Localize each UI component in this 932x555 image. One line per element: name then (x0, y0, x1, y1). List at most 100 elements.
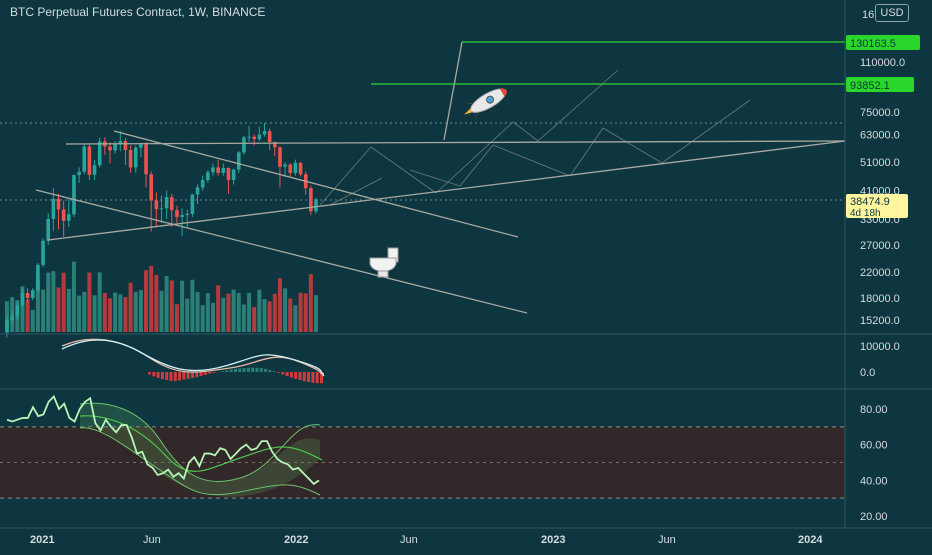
candle-body (185, 213, 190, 216)
candle-body (247, 136, 251, 138)
time-axis[interactable]: 2021 Jun 2022 Jun 2023 Jun 2024 (30, 534, 823, 546)
candle-body (252, 136, 256, 140)
time-tick-label: 2024 (798, 534, 823, 546)
volume-bar (41, 289, 46, 332)
candle-body (20, 292, 25, 306)
candle-body (283, 164, 287, 167)
volume-bar (164, 275, 169, 332)
rsi-band-fill (80, 403, 320, 497)
currency-button[interactable]: USD (875, 4, 909, 22)
candle-body (82, 146, 87, 172)
candle-body (231, 169, 236, 180)
macd-histogram-bar (208, 372, 212, 374)
price-tick-label: 16 (862, 9, 874, 21)
time-tick-label: Jun (658, 534, 676, 546)
candle-body (206, 172, 210, 180)
macd-histogram-bar (259, 368, 263, 372)
price-tick-label: 63000.0 (860, 130, 900, 142)
rsi-axis[interactable]: 80.00 60.00 40.00 20.00 (860, 404, 888, 523)
trend-line (435, 121, 514, 194)
candle-body (123, 141, 128, 151)
target-high-label: 130163.5 (850, 38, 896, 50)
macd-histogram-bar (199, 372, 203, 376)
macd-histogram-bar (289, 372, 293, 378)
trend-line (35, 189, 528, 314)
candle-body (164, 197, 169, 209)
trend-line (113, 130, 519, 238)
candle-body (200, 179, 205, 188)
macd-histogram-bar (148, 372, 151, 375)
trend-line (459, 144, 494, 187)
volume-bar (159, 290, 164, 332)
time-tick-label: 2023 (541, 534, 565, 546)
toilet-base (377, 270, 389, 278)
candle-body (273, 141, 277, 148)
volume-bar (236, 293, 241, 332)
candle-body (195, 187, 200, 195)
trend-line (661, 99, 751, 164)
candle-body (25, 292, 30, 298)
time-tick-label: 2021 (30, 534, 54, 546)
volume-bar (257, 289, 262, 332)
macd-histogram-bar (234, 368, 237, 372)
macd-axis[interactable]: 10000.0 0.0 (860, 341, 900, 379)
candle-body (226, 167, 231, 180)
macd-histogram-bar (225, 370, 229, 372)
volume-bar (190, 279, 195, 332)
volume-bar (82, 291, 87, 332)
candles (5, 122, 318, 338)
price-tick-label: 51000.0 (860, 157, 900, 169)
trend-line (47, 140, 846, 241)
candle-body (309, 188, 313, 212)
macd-histogram-bar (152, 372, 156, 377)
candle-body (211, 167, 215, 173)
candle-body (72, 175, 76, 215)
volume-bar (174, 304, 179, 332)
volume-bars (5, 261, 318, 332)
volume-bar (123, 297, 128, 332)
volume-bar (97, 272, 102, 332)
candle-body (41, 240, 45, 265)
macd-histogram-bar (182, 372, 186, 380)
volume-bar (195, 291, 200, 332)
volume-bar (226, 293, 231, 332)
candle-body (51, 198, 56, 219)
candle-body (139, 144, 143, 148)
candle-body (144, 144, 148, 175)
candle-body (262, 131, 267, 135)
volume-bar (92, 295, 97, 332)
price-tick-label: 18000.0 (860, 293, 900, 305)
candle-body (175, 210, 179, 217)
macd-histogram-bar (298, 372, 302, 380)
macd-histogram-bar (307, 372, 311, 382)
candle-body (314, 199, 318, 212)
volume-bar (56, 287, 61, 332)
rsi-tick-label: 40.00 (860, 475, 888, 487)
trend-line (409, 169, 461, 187)
toilet-icon (369, 247, 399, 278)
volume-bar (252, 307, 257, 332)
price-tick-label: 15200.0 (860, 315, 900, 327)
macd-histogram-bar (178, 372, 182, 381)
volume-bar (293, 305, 298, 332)
candle-body (97, 141, 102, 166)
macd-histogram-bar (315, 372, 319, 384)
time-tick-label: Jun (400, 534, 418, 546)
volume-bar (308, 273, 313, 332)
candle-body (242, 137, 246, 153)
current-price-label-bg (846, 194, 908, 218)
candle-body (190, 194, 195, 214)
candle-body (257, 134, 262, 140)
macd-histogram-bar (169, 372, 173, 381)
target-mid-label-bg (846, 77, 914, 92)
trend-line (512, 121, 539, 142)
volume-bar (216, 285, 221, 332)
volume-bar (133, 291, 138, 332)
volume-bar (277, 278, 282, 332)
macd-histogram-bar (285, 372, 289, 376)
volume-bar (272, 293, 277, 332)
trend-line (65, 140, 846, 145)
macd-histogram-bar (264, 368, 268, 372)
